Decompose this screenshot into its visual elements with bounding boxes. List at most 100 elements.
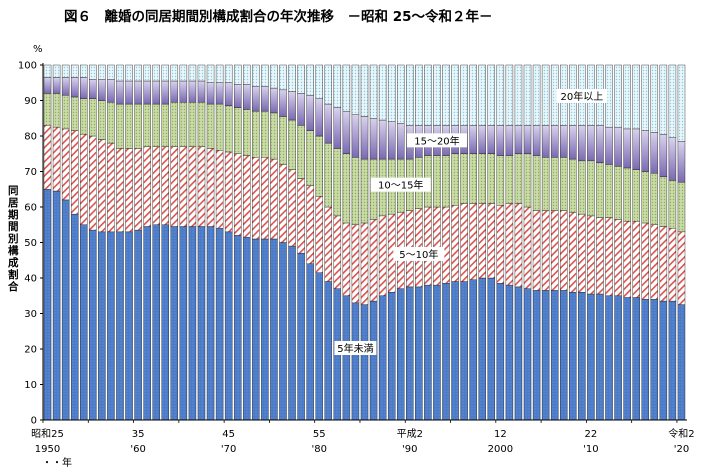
bar-stack xyxy=(614,64,622,421)
bar-segment xyxy=(261,64,269,87)
bar-segment xyxy=(188,64,197,82)
bar-segment xyxy=(496,155,505,206)
bar-segment xyxy=(541,125,550,158)
bar-stack xyxy=(369,64,378,421)
segment-label: 5年未満 xyxy=(334,341,377,355)
bar-segment xyxy=(152,103,160,147)
y-tick-label: 60 xyxy=(24,203,37,214)
bar-segment xyxy=(668,180,677,229)
bar-segment xyxy=(532,290,541,421)
bar-stack xyxy=(333,64,342,421)
bar-segment xyxy=(560,125,568,158)
bar-segment xyxy=(80,98,88,135)
x-footnote: ・・年 xyxy=(42,456,72,469)
bar-segment xyxy=(514,286,523,421)
bar-stack xyxy=(442,64,450,421)
bar-segment xyxy=(632,64,640,130)
bar-segment xyxy=(70,64,79,78)
bar-segment xyxy=(261,157,269,240)
bar-segment xyxy=(107,64,115,80)
bar-segment xyxy=(43,125,52,190)
bar-segment xyxy=(641,171,649,224)
bar-stack xyxy=(170,64,179,421)
bar-segment xyxy=(451,205,459,282)
bar-segment xyxy=(677,181,686,233)
bar-segment xyxy=(279,242,287,421)
bar-segment xyxy=(342,153,351,224)
x-tick-label-sub: '20 xyxy=(674,444,689,455)
bar-stack xyxy=(478,64,486,421)
bar-segment xyxy=(677,64,686,142)
bar-segment xyxy=(668,228,677,302)
bar-segment xyxy=(224,231,233,421)
bar-segment xyxy=(550,157,559,211)
bar-segment xyxy=(378,295,387,421)
bar-segment xyxy=(197,146,206,227)
segment-label-text: 10～15年 xyxy=(378,179,423,192)
bar-segment xyxy=(677,231,686,305)
bar-segment xyxy=(560,157,568,211)
bar-segment xyxy=(487,64,496,126)
bar-stack xyxy=(134,64,142,421)
bar-segment xyxy=(315,64,323,99)
bar-segment xyxy=(306,130,314,186)
bar-segment xyxy=(215,82,224,105)
bar-segment xyxy=(179,146,188,227)
bar-segment xyxy=(279,89,287,117)
bar-segment xyxy=(43,93,52,126)
bar-segment xyxy=(170,64,179,82)
bar-segment xyxy=(125,148,133,233)
bar-segment xyxy=(206,82,215,105)
bar-segment xyxy=(541,210,550,291)
bar-segment xyxy=(98,100,106,140)
bar-segment xyxy=(98,64,106,80)
bar-segment xyxy=(179,64,188,82)
y-tick-label: 20 xyxy=(24,345,37,356)
bar-segment xyxy=(478,125,486,154)
bar-segment xyxy=(179,80,188,103)
bar-segment xyxy=(659,134,668,178)
bar-segment xyxy=(215,149,224,229)
x-tick-label: 平成2 xyxy=(397,428,423,440)
x-tick-label: 12 xyxy=(494,429,507,440)
bar-segment xyxy=(496,283,505,421)
bar-segment xyxy=(233,153,242,236)
bar-segment xyxy=(188,226,197,421)
bar-segment xyxy=(351,224,360,304)
bar-segment xyxy=(523,64,532,126)
bar-segment xyxy=(641,130,649,172)
bar-segment xyxy=(333,148,342,217)
bar-segment xyxy=(614,219,622,296)
bar-stack xyxy=(360,64,369,421)
segment-label-text: 20年以上 xyxy=(560,90,603,103)
y-tick-label: 80 xyxy=(24,132,37,143)
bar-segment xyxy=(315,272,323,421)
bar-segment xyxy=(460,153,468,204)
bar-segment xyxy=(650,64,659,133)
bar-segment xyxy=(378,119,387,160)
bar-segment xyxy=(89,78,97,99)
bar-segment xyxy=(261,86,269,112)
bar-stack xyxy=(116,64,124,421)
bar-segment xyxy=(387,64,396,122)
bar-segment xyxy=(424,206,432,286)
bar-segment xyxy=(569,212,577,293)
bar-segment xyxy=(324,142,332,208)
bar-segment xyxy=(233,64,242,85)
bar-segment xyxy=(668,137,677,181)
bar-segment xyxy=(496,125,505,156)
bar-segment xyxy=(324,281,332,421)
segment-label: 15～20年 xyxy=(406,133,467,148)
bar-segment xyxy=(52,126,61,192)
bar-segment xyxy=(360,64,369,117)
bar-segment xyxy=(116,80,124,105)
segment-label: 20年以上 xyxy=(556,88,608,103)
segment-label-bg xyxy=(334,341,377,355)
bar-segment xyxy=(306,64,314,96)
segment-label: 10～15年 xyxy=(370,177,431,192)
bar-segment xyxy=(677,304,686,421)
bar-stack xyxy=(80,64,88,421)
bar-segment xyxy=(197,80,206,103)
bar-segment xyxy=(668,64,677,138)
bar-segment xyxy=(61,128,70,201)
